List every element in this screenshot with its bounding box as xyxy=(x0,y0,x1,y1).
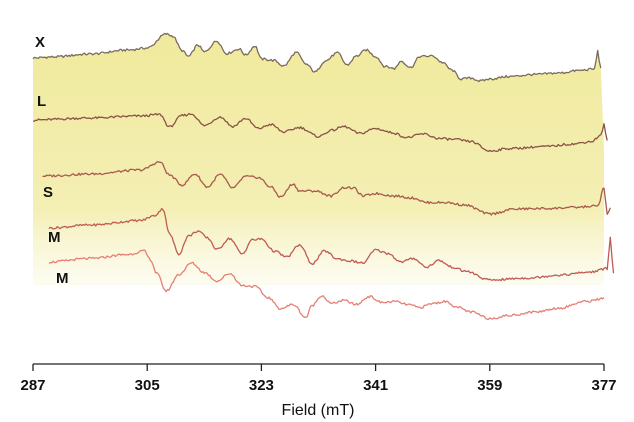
x-tick-label: 341 xyxy=(363,377,388,394)
x-tick-label: 359 xyxy=(477,377,502,394)
x-tick-label: 287 xyxy=(20,377,45,394)
spectrum-trace-3 xyxy=(42,161,611,216)
x-tick-label: 305 xyxy=(135,377,160,394)
series-label-5: M xyxy=(56,270,69,287)
x-tick-label: 377 xyxy=(591,377,616,394)
series-label-4: M xyxy=(48,229,61,246)
spectra-fill-polygon xyxy=(33,33,604,285)
series-label-1: X xyxy=(35,34,45,51)
spectra-fill-area xyxy=(33,33,604,285)
x-axis-ticks: 287 305 323 341 359 377 xyxy=(20,364,617,394)
series-label-2: L xyxy=(37,93,46,110)
x-axis-title: Field (mT) xyxy=(282,402,355,419)
series-label-3: S xyxy=(43,184,53,201)
spectrum-trace-5 xyxy=(48,249,605,321)
spectrum-trace-4 xyxy=(48,207,615,282)
series-labels: X L S M M xyxy=(35,34,69,287)
spectra-traces xyxy=(32,32,615,321)
x-tick-label: 323 xyxy=(249,377,274,394)
spectrum-trace-1 xyxy=(32,32,602,83)
spectrum-trace-2 xyxy=(32,112,608,152)
